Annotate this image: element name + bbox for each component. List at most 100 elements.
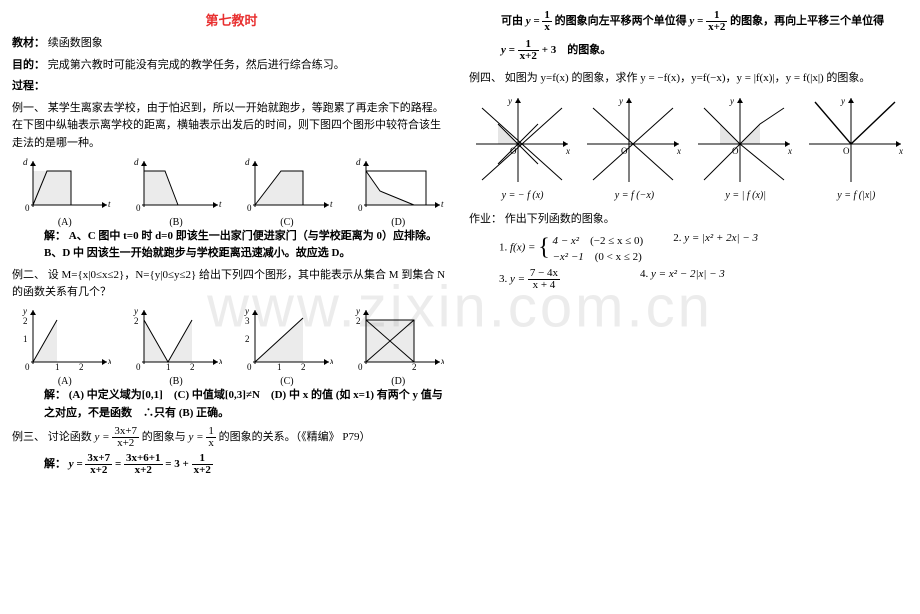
cap2: y = f (−x) bbox=[615, 190, 654, 201]
process-line: 过程： bbox=[12, 78, 451, 96]
label-c2: (C) bbox=[280, 376, 293, 387]
svg-text:x: x bbox=[565, 146, 570, 156]
svg-text:2: 2 bbox=[412, 362, 417, 372]
ex3-y-eq2: y = bbox=[189, 431, 207, 443]
svg-text:x: x bbox=[898, 146, 903, 156]
r1cd: x+2 bbox=[518, 51, 539, 62]
f2d: x+2 bbox=[124, 465, 163, 476]
lesson-title: 第七教时 bbox=[12, 10, 451, 29]
svg-text:2: 2 bbox=[245, 334, 250, 344]
svg-text:1: 1 bbox=[277, 362, 282, 372]
svg-text:y: y bbox=[840, 96, 845, 106]
ex3-frac1-den: x+2 bbox=[112, 438, 139, 449]
svg-text:x: x bbox=[676, 146, 681, 156]
label-b: (B) bbox=[169, 217, 182, 228]
r1-frac-b: 1 x+2 bbox=[706, 10, 727, 33]
svg-text:x: x bbox=[218, 356, 222, 366]
ex3-sol-frac2: 3x+6+1 x+2 bbox=[124, 453, 163, 476]
svg-text:x: x bbox=[440, 356, 444, 366]
eq2: = bbox=[165, 458, 174, 470]
hw-row2: 3. y = 7 − 4x x + 4 4. y = x² − 2|x| − 3 bbox=[469, 268, 908, 291]
ex2-graph-c: x y 0 12 23 bbox=[241, 306, 333, 372]
ex2: 例二、 设 M={x|0≤x≤2}，N={y|0≤y≤2} 给出下列四个图形，其… bbox=[12, 267, 451, 302]
ex1-sol: 解： A、C 图中 t=0 时 d=0 即该生一出家门便进家门（与学校距离为 0… bbox=[12, 228, 451, 263]
svg-text:x: x bbox=[107, 356, 111, 366]
hw1-fx: f(x) = bbox=[510, 242, 538, 254]
hw3-y: y = bbox=[510, 273, 528, 285]
label-a: (A) bbox=[58, 217, 72, 228]
svg-text:0: 0 bbox=[25, 362, 30, 372]
ex4-graphs: x y O x y O x y bbox=[469, 94, 908, 186]
label-c: (C) bbox=[280, 217, 293, 228]
svg-text:y: y bbox=[507, 96, 512, 106]
svg-text:x: x bbox=[329, 356, 333, 366]
r1b: y = 1 x+2 + 3 的图象。 bbox=[469, 39, 908, 62]
hw1bc: (0 < x ≤ 2) bbox=[595, 251, 642, 263]
ex4-label: 例四、 bbox=[469, 72, 502, 84]
hw4: 4. y = x² − 2|x| − 3 bbox=[640, 268, 725, 291]
svg-text:0: 0 bbox=[247, 203, 252, 213]
r1bd: x+2 bbox=[706, 22, 727, 33]
hw1-cases: 4 − x² (−2 ≤ x ≤ 0) −x² −1 (0 < x ≤ 2) bbox=[552, 232, 643, 264]
svg-text:y: y bbox=[133, 306, 138, 316]
svg-text:d: d bbox=[23, 157, 28, 167]
svg-text:1: 1 bbox=[23, 334, 28, 344]
ex3-prefix: 讨论函数 bbox=[48, 431, 95, 443]
svg-text:2: 2 bbox=[301, 362, 306, 372]
hw1: 1. f(x) = { 4 − x² (−2 ≤ x ≤ 0) −x² −1 (… bbox=[499, 232, 643, 264]
svg-text:y: y bbox=[22, 306, 27, 316]
svg-text:0: 0 bbox=[358, 203, 363, 213]
label-b2: (B) bbox=[169, 376, 182, 387]
ex3-frac2-den: x bbox=[206, 438, 216, 449]
ex4-graph-1: x y O bbox=[472, 94, 572, 186]
svg-text:1: 1 bbox=[55, 362, 60, 372]
ex2-graph-d: x y 0 2 2 bbox=[352, 306, 444, 372]
hw3-frac: 7 − 4x x + 4 bbox=[528, 268, 560, 291]
r1-mid2: 的图象，再向上平移三个单位得 bbox=[730, 15, 884, 27]
ex3-mid: 的图象与 bbox=[142, 431, 189, 443]
math-y: y = bbox=[69, 458, 86, 470]
f3d: x+2 bbox=[192, 465, 213, 476]
ex4: 例四、 如图为 y=f(x) 的图象，求作 y = −f(x)，y=f(−x)，… bbox=[469, 70, 908, 88]
ex4-graph-3: x y O bbox=[694, 94, 794, 186]
ex2-label: 例二、 bbox=[12, 269, 45, 281]
hw2-no: 2. bbox=[673, 232, 681, 244]
svg-text:2: 2 bbox=[23, 316, 28, 326]
hw1-no: 1. bbox=[499, 242, 507, 254]
cap3: y = | f (x)| bbox=[725, 190, 766, 201]
svg-text:d: d bbox=[134, 157, 139, 167]
svg-text:y: y bbox=[618, 96, 623, 106]
ex1-graph-labels: (A) (B) (C) (D) bbox=[12, 217, 451, 228]
svg-text:0: 0 bbox=[247, 362, 252, 372]
ex3-sol-label: 解： bbox=[44, 458, 66, 470]
three-plus: 3 + bbox=[174, 458, 189, 470]
hw1b: −x² −1 bbox=[552, 251, 583, 263]
svg-text:2: 2 bbox=[190, 362, 195, 372]
ex3-frac1: 3x+7 x+2 bbox=[112, 426, 139, 449]
ex3-sol-frac1: 3x+7 x+2 bbox=[85, 453, 112, 476]
label-a2: (A) bbox=[58, 376, 72, 387]
purpose-line: 目的： 完成第六教时可能没有完成的教学任务，然后进行综合练习。 bbox=[12, 57, 451, 75]
svg-text:d: d bbox=[356, 157, 361, 167]
svg-text:t: t bbox=[219, 199, 222, 209]
svg-text:y: y bbox=[244, 306, 249, 316]
hw2-text: y = |x² + 2x| − 3 bbox=[684, 232, 758, 244]
svg-text:x: x bbox=[787, 146, 792, 156]
ex1-sol-text: A、C 图中 t=0 时 d=0 即该生一出家门便进家门（与学校距离为 0）应排… bbox=[44, 230, 437, 260]
svg-text:y: y bbox=[729, 96, 734, 106]
label-d: (D) bbox=[391, 217, 405, 228]
ex3-y-eq: y = bbox=[95, 431, 113, 443]
svg-text:0: 0 bbox=[136, 203, 141, 213]
svg-text:t: t bbox=[441, 199, 444, 209]
ex1-graph-c: t d 0 bbox=[241, 157, 333, 213]
svg-text:2: 2 bbox=[134, 316, 139, 326]
cap1: y = − f (x) bbox=[502, 190, 544, 201]
material-label: 教材： bbox=[12, 35, 45, 53]
material-line: 教材： 续函数图象 bbox=[12, 35, 451, 53]
ex1: 例一、 某学生离家去学校，由于怕迟到，所以一开始就跑步，等跑累了再走余下的路程。… bbox=[12, 100, 451, 153]
svg-text:O: O bbox=[843, 146, 850, 156]
ex2-sol: 解： (A) 中定义域为[0,1] (C) 中值域[0,3]≠N (D) 中 x… bbox=[12, 387, 451, 422]
ex3-sol-frac3: 1 x+2 bbox=[192, 453, 213, 476]
ex1-sol-label: 解： bbox=[44, 230, 66, 242]
eq1: = bbox=[115, 458, 124, 470]
